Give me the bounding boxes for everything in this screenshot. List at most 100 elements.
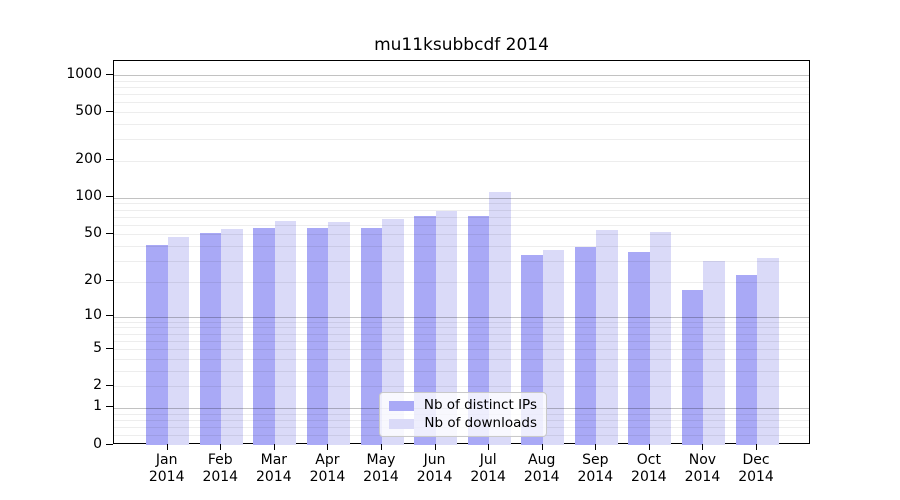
x-tick-year: 2014 [523,468,560,485]
x-tick-year: 2014 [256,468,292,485]
minor-gridline [114,139,809,141]
x-tick-year: 2014 [684,468,721,485]
legend-label: Nb of downloads [424,415,537,431]
x-tick-label-dec: Dec 2014 [724,452,788,485]
bar-distinct-ips-apr [306,228,329,445]
bar-downloads-dec [757,257,779,445]
y-tick-label: 2 [93,376,102,393]
bar-downloads-feb [221,229,243,445]
y-axis-tick [106,110,113,112]
y-axis-tick [106,280,113,282]
x-tick-month: Jul [479,452,497,468]
minor-gridline [114,216,809,218]
x-tick-label-oct: Oct 2014 [617,452,681,485]
bar-downloads-mar [274,220,297,445]
legend-row-distinct-ips: Nb of distinct IPs [389,397,537,413]
bar-downloads-jan [167,236,190,445]
x-tick-label-jan: Jan 2014 [135,452,199,485]
bar-distinct-ips-jun [414,215,436,445]
minor-gridline [114,358,809,360]
legend-swatch-downloads [389,418,415,429]
x-tick-month: Aug [528,452,556,468]
bar-downloads-jun [435,210,458,445]
y-axis-tick [106,159,113,161]
minor-gridline [114,386,809,388]
x-tick-label-aug: Aug 2014 [510,452,574,485]
minor-gridline [114,327,809,329]
minor-gridline [114,370,809,372]
minor-gridline [114,340,809,342]
y-axis-tick [106,443,113,445]
y-tick-label: 100 [75,188,102,205]
y-tick-label: 500 [75,102,102,119]
minor-gridline [114,349,809,351]
bar-downloads-oct [649,232,672,445]
x-tick-month: Dec [742,452,770,468]
x-tick-month: Apr [315,452,340,468]
x-tick-month: Feb [207,452,233,468]
x-tick-month: Sep [582,452,609,468]
major-gridline [114,75,809,76]
y-axis-tick [106,232,113,234]
minor-gridline [114,246,809,248]
y-tick-label: 1 [93,398,102,415]
minor-gridline [114,160,809,162]
minor-gridline [114,261,809,263]
bar-downloads-apr [328,222,350,445]
x-tick-year: 2014 [363,468,399,485]
y-axis-tick [106,315,113,317]
x-tick-month: Jun [423,452,446,468]
bar-distinct-ips-sep [574,247,597,445]
x-tick-label-apr: Apr 2014 [295,452,359,485]
minor-gridline [114,203,809,205]
minor-gridline [114,94,809,96]
x-tick-year: 2014 [631,468,667,485]
x-tick-label-may: May 2014 [349,452,413,485]
bar-downloads-nov [703,261,725,445]
minor-gridline [114,102,809,104]
y-tick-label: 200 [75,151,102,168]
bar-distinct-ips-mar [253,227,275,445]
x-tick-month: May [366,452,396,468]
bar-downloads-aug [542,250,565,445]
bar-distinct-ips-may [360,227,382,445]
bar-distinct-ips-oct [628,251,650,445]
major-gridline [114,316,809,318]
major-gridline [114,197,809,199]
bar-downloads-may [382,219,404,445]
x-tick-year: 2014 [309,468,346,485]
x-tick-year: 2014 [738,468,774,485]
x-tick-year: 2014 [202,468,239,485]
minor-gridline [114,209,809,211]
y-axis-tick [106,73,113,75]
y-tick-label: 10 [84,307,102,324]
x-tick-month: Oct [636,452,661,468]
minor-gridline [114,123,809,125]
x-tick-label-nov: Nov 2014 [670,452,734,485]
y-axis-tick [106,384,113,386]
x-tick-year: 2014 [148,468,185,485]
y-tick-label: 20 [84,272,102,289]
minor-gridline [114,86,809,88]
y-axis-tick [106,347,113,349]
x-tick-label-jun: Jun 2014 [403,452,467,485]
minor-gridline [114,234,809,236]
legend-label: Nb of distinct IPs [423,397,537,413]
legend-swatch-distinct-ips [389,400,414,411]
bar-distinct-ips-dec [735,274,758,445]
y-tick-label: 0 [93,435,102,452]
x-tick-label-jul: Jul 2014 [456,452,520,485]
bar-distinct-ips-jan [146,244,168,445]
x-tick-label-feb: Feb 2014 [188,452,252,485]
minor-gridline [114,321,809,323]
bar-downloads-sep [596,230,618,445]
x-tick-label-mar: Mar 2014 [242,452,306,485]
legend-row-downloads: Nb of downloads [389,415,537,431]
x-tick-month: Mar [260,452,288,468]
x-tick-month: Jan [155,452,178,468]
y-tick-label: 50 [84,224,102,241]
minor-gridline [114,224,809,226]
minor-gridline [114,281,809,283]
x-tick-year: 2014 [470,468,506,485]
